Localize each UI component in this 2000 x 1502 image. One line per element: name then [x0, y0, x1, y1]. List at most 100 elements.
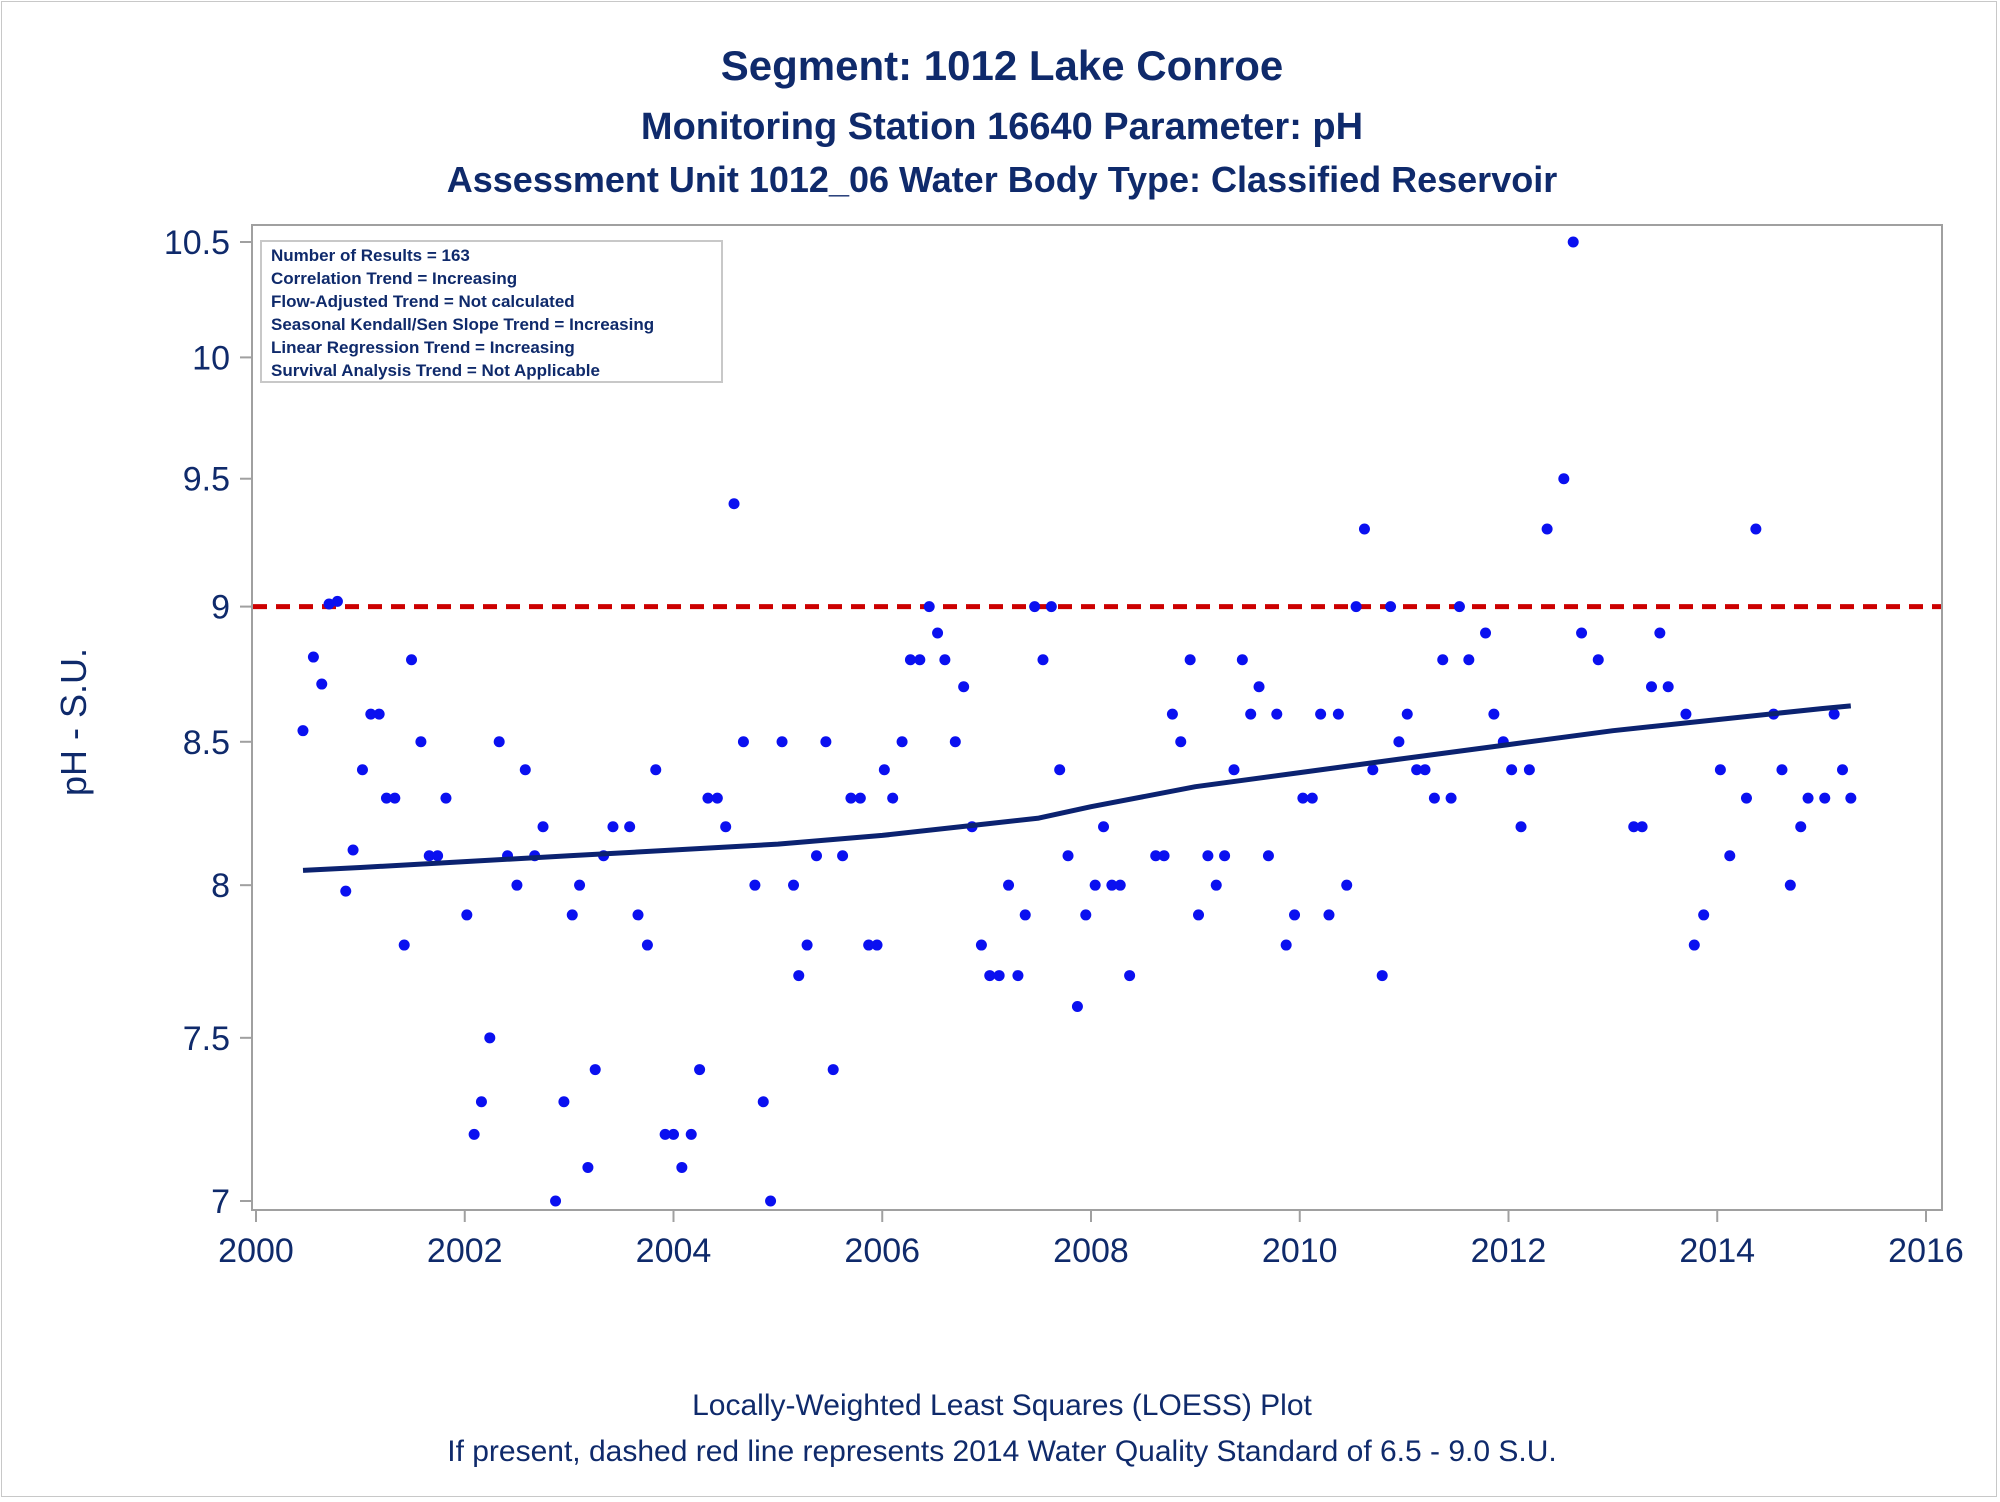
data-point	[1567, 236, 1579, 248]
x-tick-label: 2008	[1053, 1232, 1129, 1270]
data-point	[1228, 764, 1240, 776]
data-point	[641, 939, 653, 951]
data-point	[1714, 764, 1726, 776]
data-point	[1802, 792, 1814, 804]
data-point	[676, 1161, 688, 1173]
data-point	[1523, 764, 1535, 776]
data-point	[1236, 654, 1248, 666]
data-point	[1202, 850, 1214, 862]
data-point	[702, 792, 714, 804]
data-point	[810, 850, 822, 862]
y-tick-label: 9.5	[183, 461, 230, 499]
data-point	[1193, 909, 1205, 921]
data-point	[440, 792, 452, 804]
data-point	[316, 678, 328, 690]
data-point	[932, 627, 944, 639]
y-tick-label: 10.5	[164, 224, 230, 262]
data-point	[484, 1032, 496, 1044]
data-point	[993, 970, 1005, 982]
data-point	[1323, 909, 1335, 921]
x-tick-label: 2002	[427, 1232, 503, 1270]
data-point	[415, 736, 427, 748]
data-point	[624, 821, 636, 833]
stats-line: Survival Analysis Trend = Not Applicable	[271, 361, 600, 380]
data-point	[1297, 792, 1309, 804]
data-point	[1724, 850, 1736, 862]
data-point	[958, 681, 970, 693]
data-point	[380, 792, 392, 804]
data-point	[1740, 792, 1752, 804]
y-tick-label: 8	[211, 867, 230, 905]
data-point	[685, 1128, 697, 1140]
data-point	[1184, 654, 1196, 666]
data-point	[1280, 939, 1292, 951]
data-point	[728, 498, 740, 510]
data-point	[854, 792, 866, 804]
data-point	[837, 850, 849, 862]
data-point	[307, 651, 319, 663]
stats-line: Seasonal Kendall/Sen Slope Trend = Incre…	[271, 315, 654, 334]
data-point	[1506, 764, 1518, 776]
x-tick-label: 2014	[1679, 1232, 1755, 1270]
loess-trend-line	[302, 703, 1852, 873]
stats-line: Flow-Adjusted Trend = Not calculated	[271, 292, 575, 311]
data-point	[1253, 681, 1265, 693]
data-point	[1080, 909, 1092, 921]
data-point	[1558, 473, 1570, 485]
data-point	[694, 1064, 706, 1076]
data-point	[1089, 879, 1101, 891]
data-point	[461, 909, 473, 921]
data-point	[1045, 601, 1057, 613]
data-point	[1776, 764, 1788, 776]
data-point	[984, 970, 996, 982]
data-point	[845, 792, 857, 804]
data-point	[904, 654, 916, 666]
data-point	[475, 1096, 487, 1108]
data-point	[711, 792, 723, 804]
data-point	[511, 879, 523, 891]
data-point	[406, 654, 418, 666]
stats-line: Linear Regression Trend = Increasing	[271, 338, 575, 357]
data-point	[1463, 654, 1475, 666]
chart-subtitle-2: Assessment Unit 1012_06 Water Body Type:…	[447, 159, 1557, 200]
data-point	[1419, 764, 1431, 776]
data-point	[1315, 708, 1327, 720]
data-point	[1114, 879, 1126, 891]
data-point	[1150, 850, 1162, 862]
x-tick-label: 2016	[1888, 1232, 1964, 1270]
data-point	[1358, 523, 1370, 535]
data-point	[373, 708, 385, 720]
stats-line: Number of Results = 163	[271, 246, 470, 265]
x-tick-label: 2012	[1471, 1232, 1547, 1270]
data-point	[1341, 879, 1353, 891]
x-tick-label: 2010	[1262, 1232, 1338, 1270]
data-point	[720, 821, 732, 833]
data-point	[914, 654, 926, 666]
data-point	[398, 939, 410, 951]
data-point	[776, 736, 788, 748]
data-point	[878, 764, 890, 776]
data-point	[1819, 792, 1831, 804]
stats-box: Number of Results = 163 Correlation Tren…	[260, 240, 723, 383]
data-point	[1411, 764, 1423, 776]
data-point	[1245, 708, 1257, 720]
y-tick-label: 10	[192, 339, 230, 377]
data-point	[1385, 601, 1397, 613]
data-point	[1037, 654, 1049, 666]
data-point	[1332, 708, 1344, 720]
data-point	[1662, 681, 1674, 693]
y-tick-label: 9	[211, 589, 230, 627]
data-point	[887, 792, 899, 804]
data-point	[923, 601, 935, 613]
data-point	[1012, 970, 1024, 982]
data-point	[1158, 850, 1170, 862]
data-point	[1029, 601, 1041, 613]
data-point	[1636, 821, 1648, 833]
data-point	[550, 1195, 562, 1207]
data-point	[788, 879, 800, 891]
data-point	[1393, 736, 1405, 748]
data-point	[1480, 627, 1492, 639]
data-point	[356, 764, 368, 776]
data-point	[519, 764, 531, 776]
